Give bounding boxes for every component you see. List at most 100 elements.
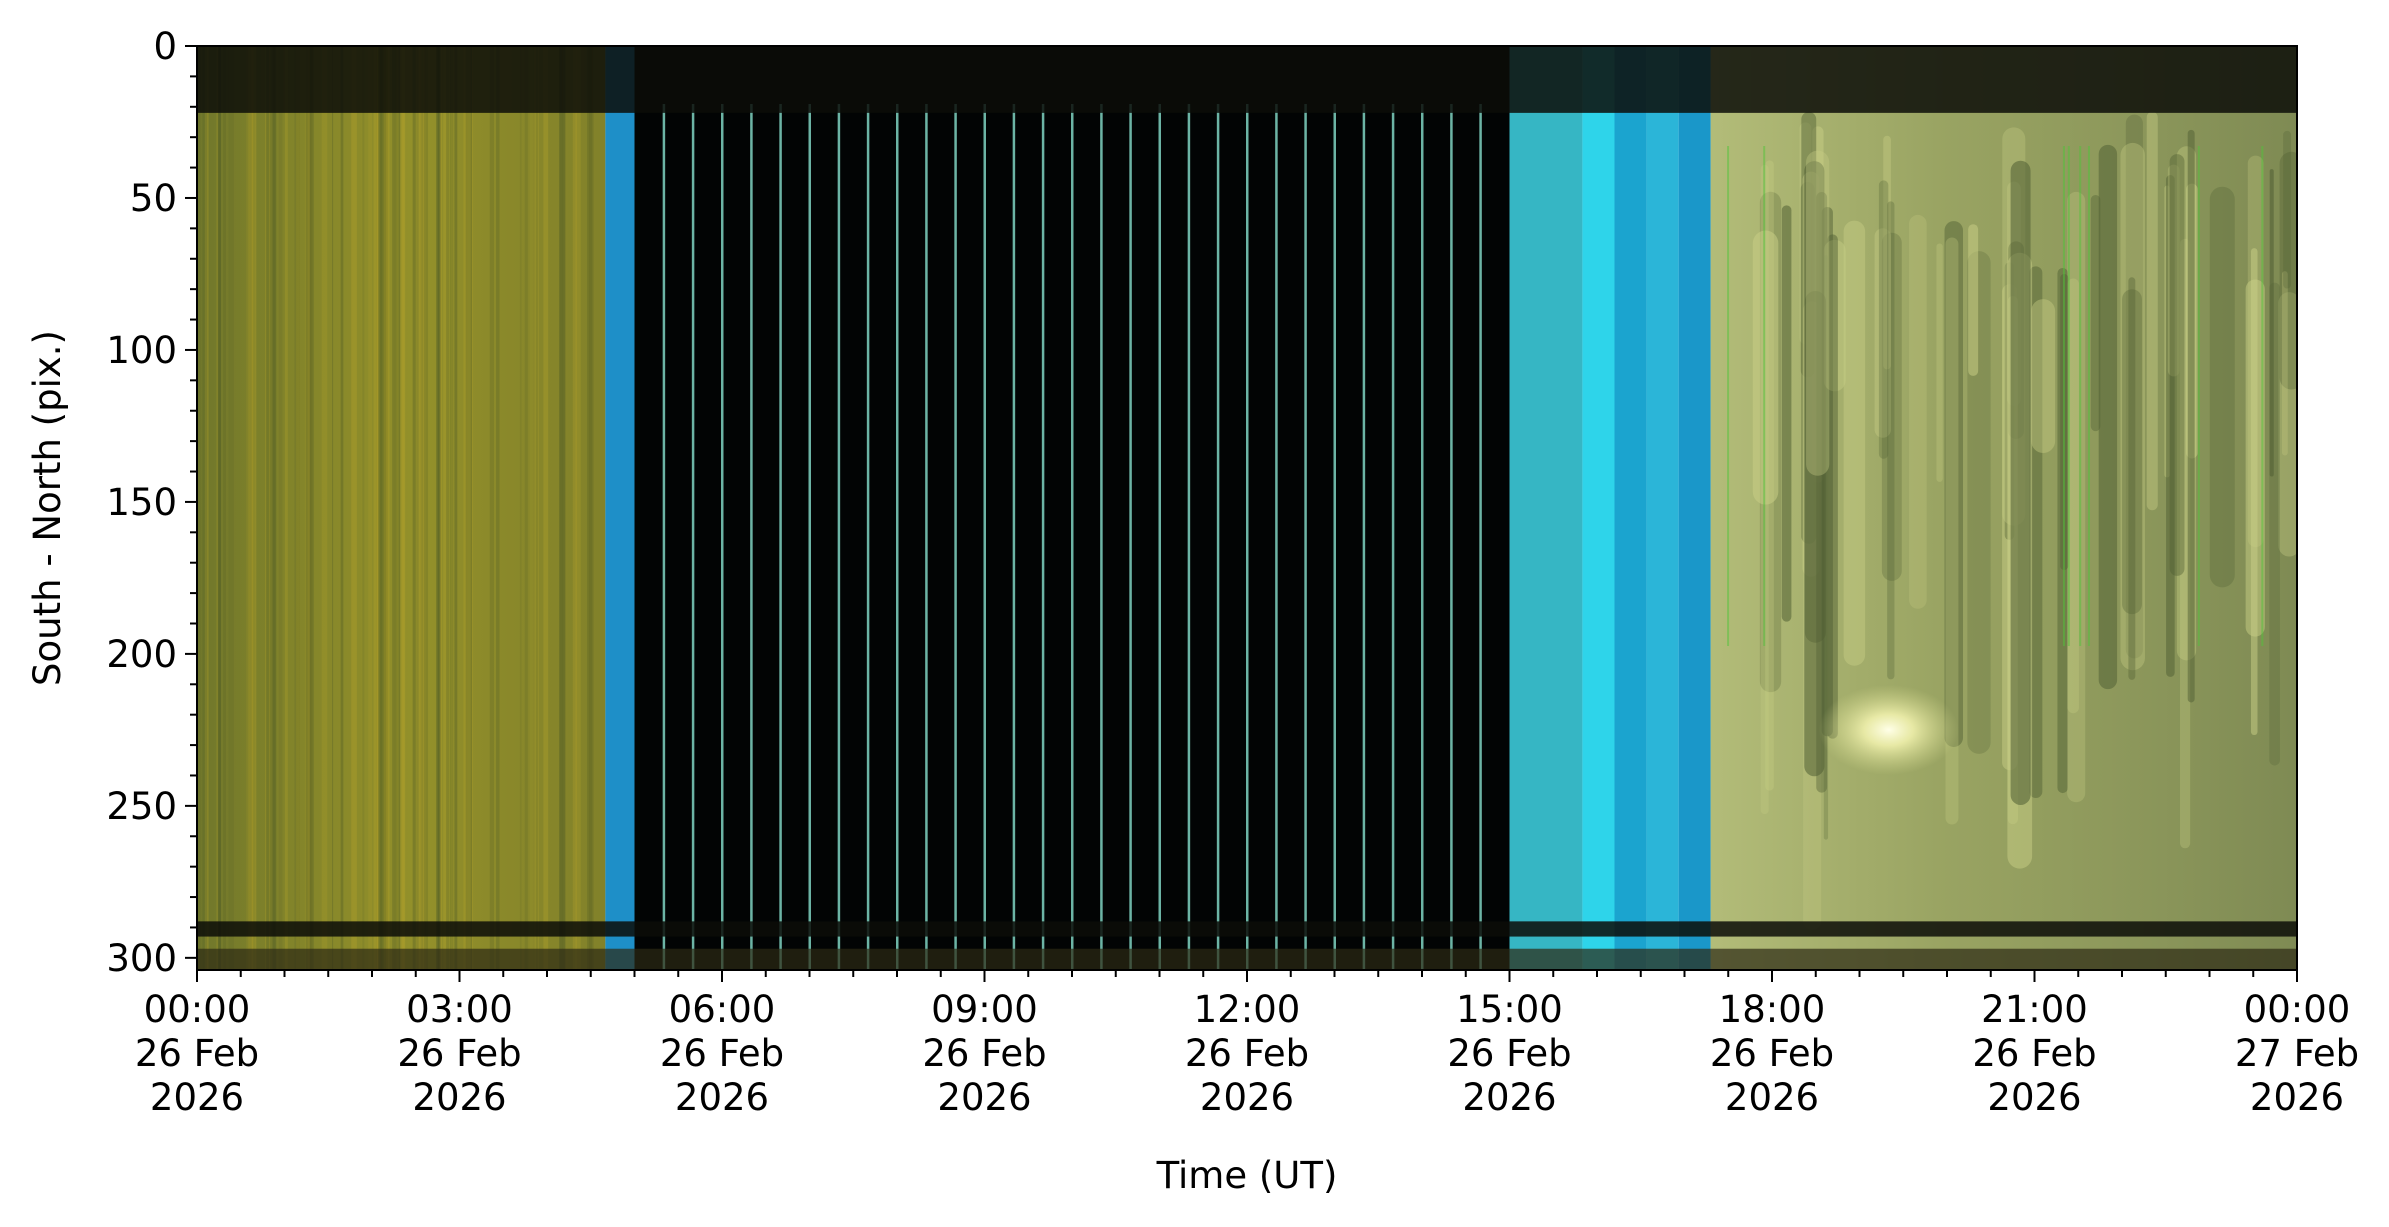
yellow-streak [305, 46, 312, 970]
cloud-streak [1945, 237, 1959, 825]
green-line [2079, 146, 2082, 646]
yellow-streak [400, 46, 405, 970]
flash-line-14 [1071, 104, 1074, 970]
cloud-streak [2166, 175, 2175, 677]
yellow-streak [268, 46, 271, 970]
x-tick-label: 03:00 26 Feb 2026 [397, 988, 521, 1119]
y-tick-label: 0 [153, 25, 177, 68]
yellow-streak [471, 46, 474, 970]
yellow-streak [362, 46, 365, 970]
flash-line-20 [1246, 104, 1249, 970]
yellow-shading [197, 46, 606, 970]
image-segment-3 [1509, 46, 1583, 970]
cloud-streak [2029, 266, 2043, 799]
yellow-streak [248, 46, 254, 970]
cloud-streak [1909, 214, 1927, 609]
cloud-streak [1878, 180, 1889, 459]
yellow-streak [381, 46, 387, 970]
cloud-streak [1765, 160, 1774, 791]
cloud-streak [2057, 267, 2068, 794]
cloud-streak [1806, 150, 1830, 476]
flash-line-10 [954, 104, 957, 970]
yellow-streak [467, 46, 471, 970]
y-axis-label: South - North (pix.) [26, 330, 69, 686]
yellow-streak [436, 46, 441, 970]
yellow-streak [223, 46, 226, 970]
yellow-streak [529, 46, 534, 970]
yellow-streak [543, 46, 549, 970]
yellow-streak [294, 46, 300, 970]
flash-line-12 [1012, 104, 1016, 970]
yellow-streak [218, 46, 221, 970]
cloud-streak [1967, 251, 1991, 754]
yellow-streak [572, 46, 577, 970]
y-tick-label: 250 [106, 785, 177, 828]
yellow-streak [524, 46, 528, 970]
dark-bands [197, 46, 2297, 970]
cloud-streak [1804, 290, 1827, 643]
flash-line-17 [1158, 104, 1161, 970]
cloud-streak [2281, 271, 2288, 456]
yellow-streak [265, 46, 267, 970]
yellow-streak [204, 46, 208, 970]
flash-line-13 [1041, 104, 1045, 970]
x-axis-label: Time (UT) [1156, 1154, 1338, 1197]
flash-line-23 [1333, 104, 1336, 970]
x-tick-label: 06:00 26 Feb 2026 [660, 988, 784, 1119]
green-line [2197, 146, 2200, 646]
cloud-streak [1821, 207, 1833, 737]
flash-line-5 [808, 104, 811, 970]
yellow-streak [376, 46, 379, 970]
yellow-streak [559, 46, 563, 970]
yellow-streak [402, 46, 406, 970]
yellow-streak [197, 46, 201, 970]
cloud-streak [2128, 277, 2136, 680]
image-segment-4 [1582, 46, 1615, 970]
flash-line-24 [1362, 104, 1366, 970]
yellow-streak [437, 46, 441, 970]
cloud-streak [2167, 164, 2180, 377]
image-segment-6 [1646, 46, 1679, 970]
y-tick-label: 100 [106, 329, 177, 372]
flash-line-7 [866, 104, 870, 970]
cloud-streak [2250, 248, 2258, 736]
yellow-streak [397, 46, 402, 970]
yellow-streak [384, 46, 391, 970]
yellow-streak [420, 46, 424, 970]
yellow-streak [380, 46, 387, 970]
yellow-streak [419, 46, 426, 970]
flash-line-6 [837, 104, 841, 970]
yellow-streak [394, 46, 398, 970]
yellow-streak [373, 46, 378, 970]
cloud-streak [2209, 186, 2235, 588]
flash-line-15 [1100, 104, 1103, 970]
cloud-streak [2125, 114, 2143, 659]
cloud-streak [1823, 239, 1846, 392]
cloud-streak [1843, 220, 1866, 666]
yellow-streak [416, 46, 422, 970]
cloud-streak [2269, 169, 2274, 477]
cloud-streak [2180, 238, 2191, 849]
yellow-streak [587, 46, 590, 970]
yellow-streak [265, 46, 268, 970]
cloud-streak [2187, 129, 2195, 703]
yellow-streak [423, 46, 425, 970]
yellow-streak [562, 46, 566, 970]
yellow-streak [368, 46, 372, 970]
yellow-streak [248, 46, 254, 970]
green-line [2067, 146, 2070, 646]
yellow-streak [383, 46, 389, 970]
flash-line-9 [925, 104, 928, 970]
green-line [2062, 146, 2065, 646]
bottom-band [197, 948, 2297, 970]
dark-band-0 [197, 46, 2297, 113]
yellow-streak [496, 46, 500, 970]
yellow-streak [376, 46, 380, 970]
cloud-streak [1781, 205, 1792, 622]
yellow-streak [216, 46, 220, 970]
yellow-streak [376, 46, 382, 970]
x-tick-label: 09:00 26 Feb 2026 [922, 988, 1046, 1119]
yellow-streak [451, 46, 454, 970]
yellow-streak [385, 46, 388, 970]
